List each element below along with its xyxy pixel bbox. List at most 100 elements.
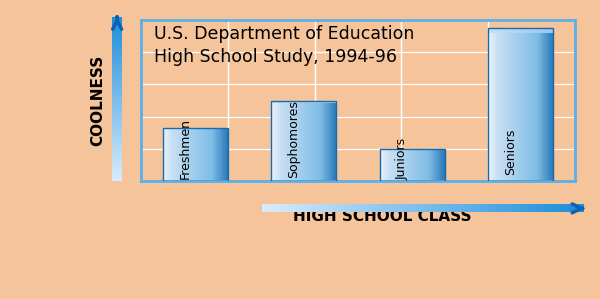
Bar xyxy=(177,128,178,129)
Bar xyxy=(515,204,520,212)
Bar xyxy=(163,128,164,181)
Bar xyxy=(403,149,404,150)
Bar xyxy=(496,28,497,181)
Bar xyxy=(112,66,122,68)
Bar xyxy=(444,149,445,150)
Bar xyxy=(191,128,192,181)
Bar xyxy=(112,135,122,138)
Bar xyxy=(209,128,210,181)
Bar xyxy=(532,28,533,181)
Bar xyxy=(284,100,285,181)
Bar xyxy=(502,28,503,181)
Bar xyxy=(521,28,522,181)
Bar xyxy=(311,100,312,103)
Bar xyxy=(421,149,422,150)
Bar xyxy=(112,16,122,19)
Bar xyxy=(390,149,391,150)
Bar xyxy=(307,100,308,103)
Bar xyxy=(523,28,524,181)
Bar xyxy=(112,72,122,74)
Bar xyxy=(112,148,122,150)
Bar xyxy=(283,100,284,181)
Bar xyxy=(428,149,429,181)
Bar xyxy=(181,128,182,129)
Bar xyxy=(112,154,122,156)
Bar xyxy=(394,149,395,150)
Bar xyxy=(514,28,515,33)
Bar xyxy=(217,128,218,181)
Bar xyxy=(201,128,202,181)
Bar xyxy=(273,100,274,181)
Bar xyxy=(166,128,167,181)
Bar xyxy=(427,149,428,181)
Bar xyxy=(287,100,288,181)
Bar xyxy=(380,149,381,150)
Bar xyxy=(189,128,190,129)
Bar xyxy=(192,128,193,129)
Bar xyxy=(326,100,327,181)
Bar xyxy=(310,100,311,181)
Bar xyxy=(428,149,429,150)
Bar xyxy=(321,100,322,103)
Bar xyxy=(511,28,512,181)
Bar xyxy=(222,128,223,129)
Bar xyxy=(531,204,536,212)
Bar xyxy=(493,28,494,33)
Bar xyxy=(431,149,432,181)
Bar xyxy=(208,128,209,181)
Bar xyxy=(112,138,122,140)
Bar xyxy=(546,28,547,181)
Bar xyxy=(402,149,403,150)
Bar xyxy=(442,149,443,150)
Bar xyxy=(112,51,122,54)
Bar xyxy=(187,128,188,129)
Bar xyxy=(547,28,548,181)
Bar xyxy=(504,28,505,181)
Bar xyxy=(519,28,520,33)
Bar xyxy=(112,170,122,173)
Bar xyxy=(221,128,222,181)
Bar xyxy=(425,149,426,181)
Bar xyxy=(302,204,307,212)
Bar xyxy=(544,204,548,212)
Bar xyxy=(332,100,333,181)
Bar xyxy=(499,28,500,33)
Bar xyxy=(112,115,122,118)
Text: Freshmen: Freshmen xyxy=(179,118,192,179)
Bar xyxy=(540,28,541,181)
Bar xyxy=(112,175,122,177)
Bar xyxy=(402,149,403,181)
Bar xyxy=(324,100,325,103)
Bar xyxy=(331,100,332,103)
Bar xyxy=(210,128,211,129)
Bar xyxy=(500,28,501,181)
Bar xyxy=(178,128,179,181)
Bar xyxy=(383,204,388,212)
Bar xyxy=(333,100,334,103)
Bar xyxy=(389,149,390,150)
Bar xyxy=(302,100,303,181)
Bar xyxy=(503,204,508,212)
Bar xyxy=(443,149,444,181)
Bar xyxy=(325,100,326,103)
Bar xyxy=(491,204,496,212)
Bar xyxy=(543,28,544,181)
Bar xyxy=(184,128,185,129)
Bar xyxy=(206,128,207,181)
Bar xyxy=(226,128,227,129)
Bar xyxy=(192,128,193,181)
Bar xyxy=(412,149,413,150)
Bar xyxy=(444,149,445,181)
Bar xyxy=(112,119,122,121)
Bar xyxy=(433,149,434,181)
Bar xyxy=(503,28,504,33)
Bar xyxy=(281,100,282,181)
Bar xyxy=(419,149,421,181)
Bar xyxy=(306,100,307,181)
Bar xyxy=(190,128,191,181)
Bar xyxy=(535,28,536,181)
Bar xyxy=(329,100,331,181)
Bar xyxy=(276,100,277,181)
Bar xyxy=(335,100,336,103)
Bar xyxy=(194,128,195,129)
